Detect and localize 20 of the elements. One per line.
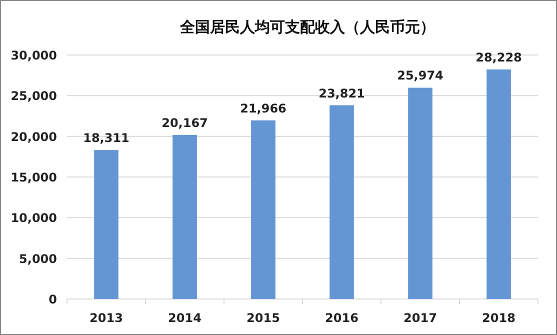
xtick: 2015 [246,311,280,325]
ytick: 15,000 [10,170,57,184]
data-label: 18,311 [83,131,130,146]
xtick: 2016 [325,311,358,325]
ytick: 20,000 [10,130,57,144]
data-label: 20,167 [162,116,208,130]
title: 全国居民人均可支配收入（人民币元） [180,18,435,36]
ytick: 5,000 [19,252,57,266]
ytick: 10,000 [10,211,57,226]
data-label: 28,228 [476,50,522,64]
xtick: 2014 [168,311,202,325]
ytick: 30,000 [10,48,57,62]
data-label: 23,821 [318,86,365,100]
xtick: 2013 [90,311,123,325]
xtick: 2018 [482,311,516,325]
xtick: 2017 [404,311,437,325]
data-label: 21,966 [240,101,286,116]
data-label: 25,974 [397,68,444,83]
ytick: 0 [48,292,57,306]
ytick: 25,000 [10,89,57,104]
